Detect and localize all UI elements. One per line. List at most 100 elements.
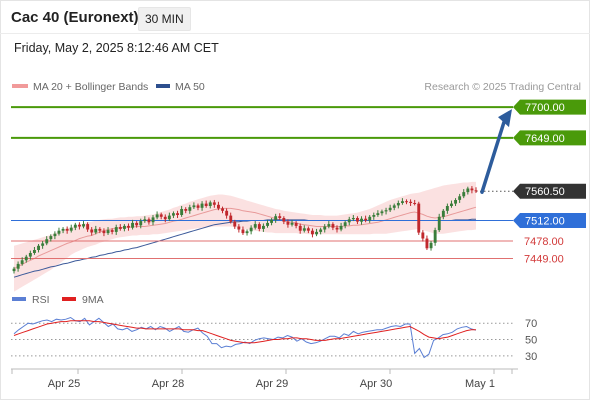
candle-body <box>212 202 216 205</box>
candle-body <box>188 207 192 211</box>
candle-body <box>462 192 466 197</box>
candle-body <box>270 219 273 223</box>
candle-body <box>123 225 126 229</box>
candle-body <box>73 224 77 228</box>
candle-body <box>180 209 184 215</box>
candle-body <box>57 230 61 234</box>
candle-body <box>139 221 143 226</box>
rsi-line <box>13 316 477 359</box>
candle-body <box>37 245 40 250</box>
candle-body <box>69 227 73 231</box>
target-arrow-shaft <box>480 120 506 194</box>
candle-body <box>143 219 147 222</box>
candle-body <box>405 201 408 203</box>
candle-body <box>192 205 196 208</box>
candle-body <box>433 230 437 243</box>
candle-body <box>233 221 237 227</box>
candle-body <box>360 218 363 222</box>
candle-body <box>245 231 249 234</box>
candle-body <box>266 222 269 226</box>
candle-body <box>61 228 65 231</box>
candle-body <box>257 224 261 229</box>
candle-body <box>94 228 98 233</box>
candle-body <box>253 224 257 228</box>
candle-body <box>86 224 90 230</box>
candle-body <box>384 210 388 212</box>
candle-body <box>20 260 24 264</box>
candle-body <box>102 230 106 234</box>
candles-layer <box>12 186 478 274</box>
candle-body <box>417 203 421 233</box>
legend-rsi-ma-label: 9MA <box>82 294 104 306</box>
candle-body <box>110 230 114 232</box>
legend-rsi-ma-swatch <box>62 297 76 301</box>
level-tag-pivot <box>513 212 586 228</box>
candle-body <box>441 210 445 217</box>
candle-body <box>450 203 453 206</box>
bollinger-layer <box>14 181 476 292</box>
rsi-tick-30: 30 <box>525 351 537 363</box>
candle-body <box>41 243 45 246</box>
legend-ma50-label: MA 50 <box>175 81 205 93</box>
legend-bollinger-swatch <box>12 84 28 88</box>
target-arrow-layer <box>480 109 512 194</box>
level-tags-layer: 7700.00 7649.00 7560.50 7512.00 7478.00 7449.… <box>513 99 586 265</box>
header-divider <box>0 33 590 34</box>
legend-bollinger-label: MA 20 + Bollinger Bands <box>33 81 148 93</box>
candle-body <box>409 201 413 203</box>
x-tick-label: Apr 25 <box>48 378 80 390</box>
candle-body <box>131 222 134 228</box>
candle-body <box>262 225 265 229</box>
level-tag-resistance-1 <box>513 130 586 146</box>
candle-body <box>221 208 224 211</box>
legend-rsi-label: RSI <box>32 294 50 306</box>
candle-body <box>470 188 474 191</box>
candle-body <box>368 216 372 221</box>
candle-body <box>401 201 404 203</box>
candle-body <box>458 196 462 200</box>
candle-body <box>319 229 323 232</box>
target-arrow-head <box>498 109 512 128</box>
candle-body <box>302 228 306 231</box>
candle-body <box>151 217 155 223</box>
candle-body <box>294 222 298 226</box>
chart-datetime: Friday, May 2, 2025 8:12:46 AM CET <box>14 41 219 55</box>
candle-body <box>343 222 347 226</box>
candle-body <box>65 228 69 231</box>
level-label-resistance-2: 7700.00 <box>525 102 565 114</box>
candle-body <box>372 215 376 217</box>
x-tick-label: Apr 29 <box>256 378 288 390</box>
candle-body <box>331 224 335 228</box>
level-label-pivot: 7512.00 <box>525 215 565 227</box>
candle-body <box>425 238 429 249</box>
candle-body <box>249 227 253 232</box>
candle-body <box>466 188 470 193</box>
rsi-tick-50: 50 <box>525 335 537 347</box>
candle-body <box>28 253 32 257</box>
candle-body <box>364 218 368 221</box>
instrument-title: Cac 40 (Euronext) <box>11 9 139 26</box>
x-tick-label: Apr 30 <box>360 378 392 390</box>
candle-body <box>278 216 282 218</box>
candle-body <box>184 209 188 211</box>
candle-body <box>421 232 425 239</box>
interval-badge[interactable]: 30 MIN <box>138 7 191 31</box>
candle-body <box>135 222 139 226</box>
candle-body <box>204 203 208 206</box>
candle-body <box>347 219 351 223</box>
candle-body <box>90 229 94 233</box>
candle-body <box>323 226 327 230</box>
candle-body <box>437 216 441 231</box>
candle-body <box>335 227 339 230</box>
candle-body <box>392 205 396 208</box>
rsi-tick-70: 70 <box>525 318 537 330</box>
candle-body <box>356 218 359 222</box>
candle-body <box>306 228 310 231</box>
candle-body <box>388 207 392 211</box>
candle-body <box>339 225 343 230</box>
candle-body <box>208 202 212 206</box>
candle-body <box>290 222 294 225</box>
candle-body <box>106 230 110 234</box>
candle-body <box>282 218 286 222</box>
